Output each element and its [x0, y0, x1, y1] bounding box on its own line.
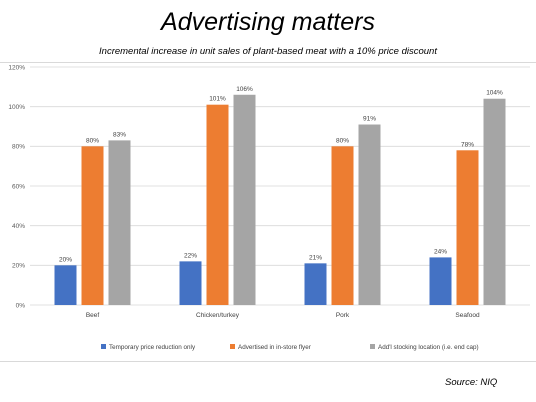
bar-0-0: [54, 265, 77, 305]
legend-swatch-1: [230, 344, 235, 349]
bar-1-2: [331, 146, 354, 305]
data-label-2-3: 104%: [486, 90, 503, 97]
legend-swatch-0: [101, 344, 106, 349]
y-tick-label-4: 80%: [12, 144, 25, 151]
data-label-1-1: 101%: [209, 96, 226, 103]
bar-2-0: [108, 140, 131, 305]
legend-swatch-2: [370, 344, 375, 349]
bar-2-1: [233, 94, 256, 305]
data-label-1-3: 78%: [461, 141, 474, 148]
y-tick-label-6: 120%: [8, 64, 25, 71]
data-label-0-0: 20%: [59, 256, 72, 263]
y-tick-label-2: 40%: [12, 223, 25, 230]
data-label-0-2: 21%: [309, 254, 322, 261]
chart-subtitle: Incremental increase in unit sales of pl…: [99, 46, 437, 57]
bar-0-2: [304, 263, 327, 305]
y-tick-label-5: 100%: [8, 104, 25, 111]
legend-label-2: Add'l stocking location (i.e. end cap): [378, 344, 479, 351]
legend-label-1: Advertised in in-store flyer: [238, 344, 311, 351]
bar-2-3: [483, 98, 506, 305]
data-label-0-1: 22%: [184, 252, 197, 259]
data-label-1-2: 80%: [336, 137, 349, 144]
data-label-2-0: 83%: [113, 131, 126, 138]
y-tick-label-0: 0%: [16, 302, 26, 309]
bar-0-3: [429, 257, 452, 305]
data-label-2-1: 106%: [236, 86, 253, 93]
chart-frame: [0, 62, 536, 362]
data-label-2-2: 91%: [363, 116, 376, 123]
source-note: Source: NIQ: [445, 377, 498, 388]
bar-1-1: [206, 104, 229, 305]
chart-title: Advertising matters: [161, 8, 375, 36]
category-label-0: Beef: [86, 312, 100, 319]
category-label-3: Seafood: [455, 312, 480, 319]
legend-label-0: Temporary price reduction only: [109, 344, 196, 351]
bar-1-3: [456, 150, 479, 305]
data-label-1-0: 80%: [86, 137, 99, 144]
y-tick-label-1: 20%: [12, 263, 25, 270]
bar-1-0: [81, 146, 104, 305]
y-tick-label-3: 60%: [12, 183, 25, 190]
bar-2-2: [358, 124, 381, 305]
category-label-1: Chicken/turkey: [196, 312, 240, 319]
bar-chart: 0% 20% 40% 60% 80% 100% 120% 20% 80% 83% Beef 22% 10…: [8, 64, 530, 351]
category-label-2: Pork: [336, 312, 350, 319]
data-label-0-3: 24%: [434, 248, 447, 255]
bar-0-1: [179, 261, 202, 305]
